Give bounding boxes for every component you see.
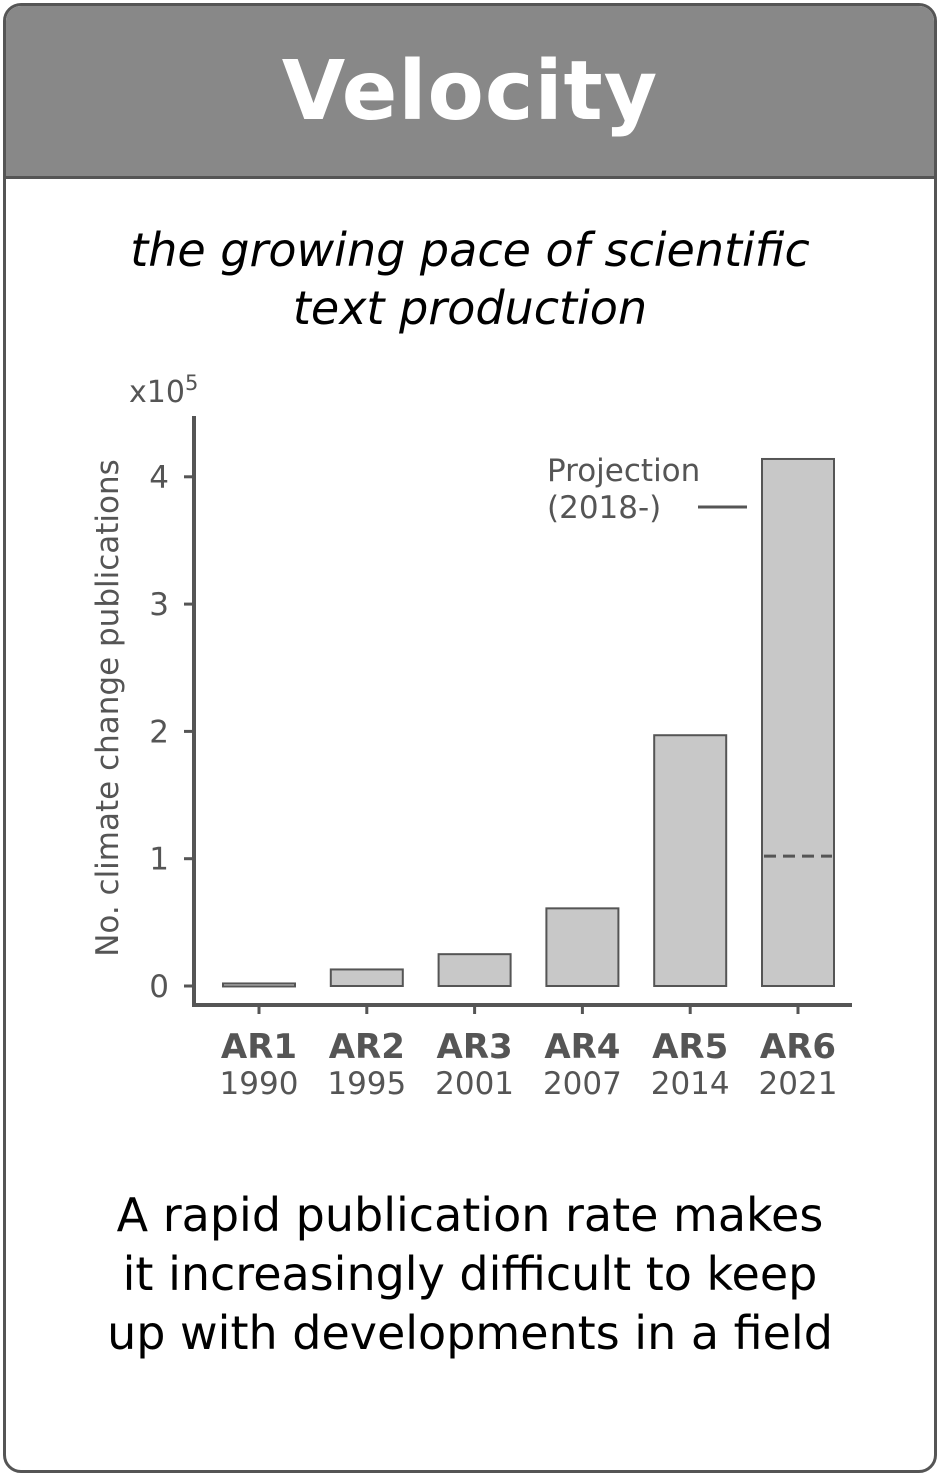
x-tick-label-ar6: AR6 <box>760 1027 836 1067</box>
x-tick-year-ar3: 2001 <box>435 1066 514 1102</box>
bar-ar3 <box>437 953 512 987</box>
y-tick-label-1: 1 <box>149 842 169 878</box>
y-tick-label-2: 2 <box>149 714 169 750</box>
card-caption: A rapid publication rate makes it increa… <box>6 1186 934 1363</box>
x-tick-year-ar5: 2014 <box>651 1066 730 1102</box>
card-title: Velocity <box>281 43 659 139</box>
x-tick-year-ar2: 1995 <box>327 1066 406 1102</box>
x-tick-label-ar1: AR1 <box>221 1027 297 1067</box>
y-tick-label-0: 0 <box>149 969 169 1005</box>
x-tick-label-ar3: AR3 <box>437 1027 513 1067</box>
bar-ar6 <box>761 457 835 987</box>
bar-ar4 <box>545 907 620 987</box>
projection-annotation-line-2: (2018-) <box>547 490 661 526</box>
caption-line-3: up with developments in a field <box>107 1306 833 1360</box>
y-tick-label-3: 3 <box>149 587 169 623</box>
bar-ar1 <box>222 982 296 988</box>
card-subtitle: the growing pace of scientific text prod… <box>6 221 934 337</box>
bar-ar5 <box>653 734 728 987</box>
y-axis-label: No. climate change publications <box>90 459 126 957</box>
x-tick-year-ar6: 2021 <box>759 1066 838 1102</box>
y-axis-multiplier: x105 <box>129 371 198 410</box>
card-header: Velocity <box>6 6 934 179</box>
subtitle-line-1: the growing pace of scientific <box>130 223 810 277</box>
x-tick-label-ar2: AR2 <box>329 1027 405 1067</box>
x-tick-year-ar1: 1990 <box>220 1066 299 1102</box>
publications-bar-chart: AR11990AR21995AR32001AR42007AR52014AR620… <box>90 371 852 1102</box>
caption-line-1: A rapid publication rate makes <box>116 1188 824 1242</box>
y-tick-label-4: 4 <box>149 460 169 496</box>
x-tick-label-ar4: AR4 <box>544 1027 620 1067</box>
x-tick-year-ar4: 2007 <box>543 1066 622 1102</box>
velocity-card: Velocity the growing pace of scientific … <box>3 3 937 1473</box>
caption-line-2: it increasingly difficult to keep <box>122 1247 818 1301</box>
bar-ar2 <box>329 968 404 987</box>
x-tick-label-ar5: AR5 <box>652 1027 728 1067</box>
subtitle-line-2: text production <box>292 281 648 335</box>
projection-annotation-line-1: Projection <box>547 453 700 489</box>
